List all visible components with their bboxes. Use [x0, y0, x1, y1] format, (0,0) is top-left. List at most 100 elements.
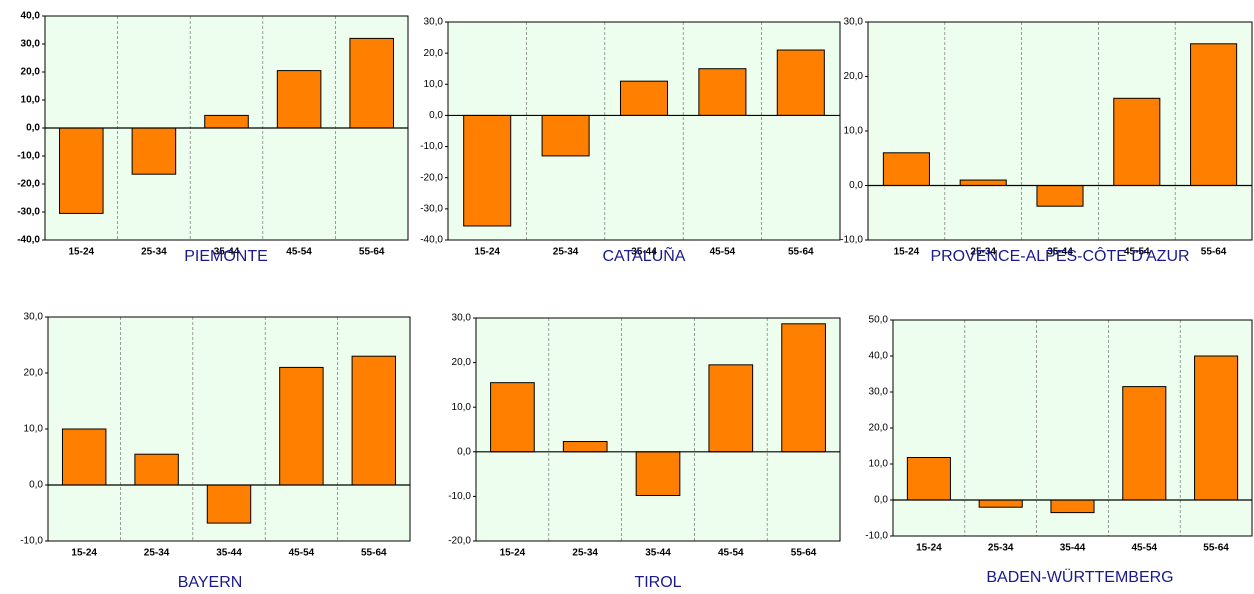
x-tick-label: 45-54 — [718, 548, 744, 559]
chart-title: CATALUÑA — [603, 245, 686, 265]
bar — [978, 499, 1023, 508]
x-tick-label: 55-64 — [1203, 543, 1229, 554]
x-tick-label: 35-44 — [631, 247, 657, 258]
x-tick-label: 35-44 — [216, 548, 242, 559]
chart-title: PIEMONTE — [184, 248, 268, 265]
bar — [349, 37, 394, 129]
plot-frame — [447, 21, 841, 241]
y-tick-label: -10,0 — [840, 235, 863, 246]
x-tick-label: 45-54 — [286, 247, 312, 258]
x-tick-label: 25-34 — [988, 543, 1014, 554]
plot-area — [476, 318, 840, 541]
y-tick-label: 0,0 — [457, 446, 471, 457]
y-tick-label: -20,0 — [420, 172, 443, 183]
bar — [619, 80, 669, 116]
y-tick-label: -30,0 — [420, 203, 443, 214]
chart: -40,0 -30,0 -20,0 -10,0 0,0 10,0 20,0 30,0 40,0 1… — [17, 11, 409, 265]
y-tick-label: -20,0 — [17, 179, 40, 190]
y-tick-label: -20,0 — [448, 536, 471, 547]
bar — [882, 152, 930, 187]
bar — [906, 457, 951, 501]
y-tick-label: 30,0 — [424, 17, 444, 28]
bar — [781, 323, 826, 453]
y-tick-label: 0,0 — [26, 123, 40, 134]
y-tick-label: 30,0 — [452, 313, 472, 324]
x-tick-label: 15-24 — [69, 247, 95, 258]
y-tick-label: -10,0 — [20, 536, 43, 547]
y-tick-label: 30,0 — [869, 387, 889, 398]
chart: -10,0 0,0 10,0 20,0 30,0 15-24 25-34 35-44 45-54… — [840, 17, 1253, 265]
bar — [1190, 43, 1238, 186]
plot-frame — [47, 316, 411, 542]
x-tick-label: 45-54 — [1124, 247, 1150, 258]
y-tick-label: -30,0 — [17, 207, 40, 218]
x-tick-label: 55-64 — [359, 247, 385, 258]
y-tick-label: -10,0 — [448, 491, 471, 502]
bar — [1050, 499, 1095, 514]
y-tick-label: 0,0 — [429, 110, 443, 121]
x-tick-label: 55-64 — [361, 548, 387, 559]
bar — [490, 382, 535, 453]
y-tick-label: -10,0 — [420, 141, 443, 152]
x-tick-label: 15-24 — [916, 543, 942, 554]
y-tick-label: -10,0 — [865, 531, 888, 542]
y-tick-label: 20,0 — [24, 368, 44, 379]
y-tick-label: 30,0 — [844, 17, 864, 28]
y-tick-label: 10,0 — [452, 402, 472, 413]
plot-area — [448, 22, 840, 240]
x-tick-label: 55-64 — [1201, 247, 1227, 258]
bar — [204, 114, 249, 129]
bar — [279, 366, 324, 486]
bar — [1122, 386, 1167, 501]
bar — [134, 453, 179, 486]
y-tick-label: 30,0 — [21, 39, 41, 50]
x-tick-label: 55-64 — [791, 548, 817, 559]
bar — [1194, 355, 1239, 501]
y-tick-label: 20,0 — [21, 67, 41, 78]
bar — [708, 364, 754, 453]
y-tick-label: 40,0 — [869, 351, 889, 362]
x-tick-label: 45-54 — [289, 548, 315, 559]
bar — [1113, 97, 1161, 186]
y-tick-label: 0,0 — [29, 480, 43, 491]
chart-title: TIROL — [634, 574, 681, 591]
x-tick-label: 45-54 — [710, 247, 736, 258]
y-tick-label: -40,0 — [420, 235, 443, 246]
chart: -10,0 0,0 10,0 20,0 30,0 40,0 50,0 15-24 25-34 35… — [865, 315, 1253, 586]
bar — [61, 428, 107, 486]
y-tick-label: 20,0 — [452, 357, 472, 368]
plot-frame — [475, 317, 841, 542]
y-tick-label: -40,0 — [17, 235, 40, 246]
y-tick-label: -10,0 — [17, 151, 40, 162]
bar — [562, 441, 608, 453]
y-tick-label: 0,0 — [874, 495, 888, 506]
x-tick-label: 15-24 — [71, 548, 97, 559]
bar — [541, 114, 590, 157]
bar — [1036, 185, 1084, 207]
x-tick-label: 25-34 — [141, 247, 167, 258]
plot-frame — [867, 21, 1253, 241]
bar — [59, 127, 104, 214]
chart: -10,0 0,0 10,0 20,0 30,0 15-24 25-34 35-44 45-54… — [20, 312, 411, 591]
bar — [698, 68, 747, 116]
x-tick-label: 45-54 — [1132, 543, 1158, 554]
bar — [463, 114, 512, 227]
x-tick-label: 35-44 — [214, 247, 240, 258]
x-tick-label: 55-64 — [788, 247, 814, 258]
x-tick-label: 35-44 — [645, 548, 671, 559]
plot-frame — [44, 15, 409, 241]
bar — [276, 70, 322, 129]
bar — [206, 484, 252, 524]
y-tick-label: 20,0 — [424, 48, 444, 59]
chart-title: BAYERN — [178, 574, 243, 591]
y-tick-label: 10,0 — [24, 424, 44, 435]
y-tick-label: 20,0 — [844, 71, 864, 82]
y-tick-label: 30,0 — [24, 312, 44, 323]
x-tick-label: 35-44 — [1047, 247, 1073, 258]
bar — [959, 179, 1007, 187]
bar — [131, 127, 177, 175]
x-tick-label: 35-44 — [1060, 543, 1086, 554]
bar — [635, 451, 681, 497]
x-tick-label: 25-34 — [572, 548, 598, 559]
